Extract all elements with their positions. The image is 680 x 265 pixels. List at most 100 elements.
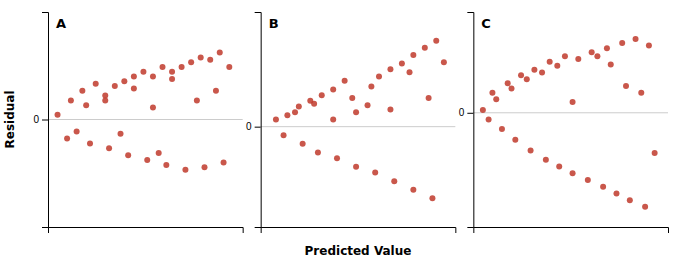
tick-mark: [255, 127, 261, 128]
tick: 0: [459, 107, 474, 118]
point: [87, 140, 93, 146]
point: [315, 149, 321, 155]
y-axis: 0: [459, 13, 474, 228]
point: [319, 92, 325, 98]
point: [410, 187, 416, 193]
point: [311, 101, 317, 107]
point: [633, 36, 639, 42]
point: [121, 78, 127, 84]
point: [169, 69, 175, 75]
y-axis: 0: [33, 13, 48, 228]
point: [112, 83, 118, 89]
point: [106, 145, 112, 151]
point: [226, 64, 232, 70]
point: [342, 78, 348, 84]
point: [543, 157, 549, 163]
grid: [48, 119, 243, 120]
point: [433, 38, 439, 44]
panel: 0B: [246, 13, 456, 234]
point: [150, 105, 156, 111]
point: [387, 106, 393, 112]
point: [627, 197, 633, 203]
point: [623, 83, 629, 89]
point: [407, 69, 413, 75]
point: [524, 76, 530, 82]
axis-line: [42, 13, 49, 228]
point: [638, 90, 644, 96]
point: [387, 66, 393, 72]
points: [480, 36, 658, 210]
point: [486, 117, 492, 123]
point: [619, 40, 625, 46]
point: [642, 204, 648, 210]
grid-line: [473, 112, 668, 113]
tick-mark: [42, 120, 48, 121]
point: [594, 53, 600, 59]
point: [426, 95, 432, 101]
grid: [473, 112, 668, 113]
tick: 0: [33, 114, 48, 125]
panel-title: C: [481, 16, 491, 31]
point: [652, 150, 658, 156]
point: [198, 54, 204, 60]
point: [273, 117, 279, 123]
point: [570, 170, 576, 176]
point: [489, 90, 495, 96]
point: [353, 109, 359, 115]
point: [79, 88, 85, 94]
point: [182, 167, 188, 173]
panel-title: A: [56, 16, 66, 31]
point: [365, 102, 371, 108]
point: [330, 86, 336, 92]
chart: 0AResidual0BPredicted Value0C: [0, 0, 680, 265]
point: [300, 141, 306, 147]
point: [83, 102, 89, 108]
point: [613, 190, 619, 196]
panel-title: B: [269, 16, 279, 31]
panel: 0C: [459, 13, 669, 234]
point: [399, 61, 405, 67]
point: [570, 99, 576, 105]
point: [589, 49, 595, 55]
point: [547, 59, 553, 65]
point: [518, 72, 524, 78]
y-axis-title: Residual: [3, 91, 17, 149]
point: [505, 80, 511, 86]
point: [562, 53, 568, 59]
point: [480, 107, 486, 113]
point: [93, 81, 99, 87]
point: [334, 155, 340, 161]
point: [509, 86, 515, 92]
axis-line: [255, 13, 262, 228]
point: [368, 84, 374, 90]
point: [608, 61, 614, 67]
tick-label: 0: [459, 107, 465, 118]
point: [194, 97, 200, 103]
point: [330, 117, 336, 123]
point: [150, 74, 156, 80]
tick-mark: [467, 113, 473, 114]
point: [441, 59, 447, 65]
tick-label: 0: [246, 121, 252, 132]
point: [376, 74, 382, 80]
point: [68, 97, 74, 103]
point: [55, 112, 61, 118]
tick-label: 0: [33, 114, 39, 125]
point: [131, 85, 137, 91]
point: [140, 69, 146, 75]
point: [64, 136, 70, 142]
point: [160, 64, 166, 70]
point: [281, 132, 287, 138]
point: [292, 109, 298, 115]
point: [539, 69, 545, 75]
point: [429, 195, 435, 201]
point: [201, 164, 207, 170]
point: [493, 96, 499, 102]
point: [646, 43, 652, 49]
point: [575, 56, 581, 62]
point: [531, 67, 537, 73]
point: [349, 95, 355, 101]
point: [604, 45, 610, 51]
point: [179, 64, 185, 70]
x-axis: [261, 228, 456, 234]
